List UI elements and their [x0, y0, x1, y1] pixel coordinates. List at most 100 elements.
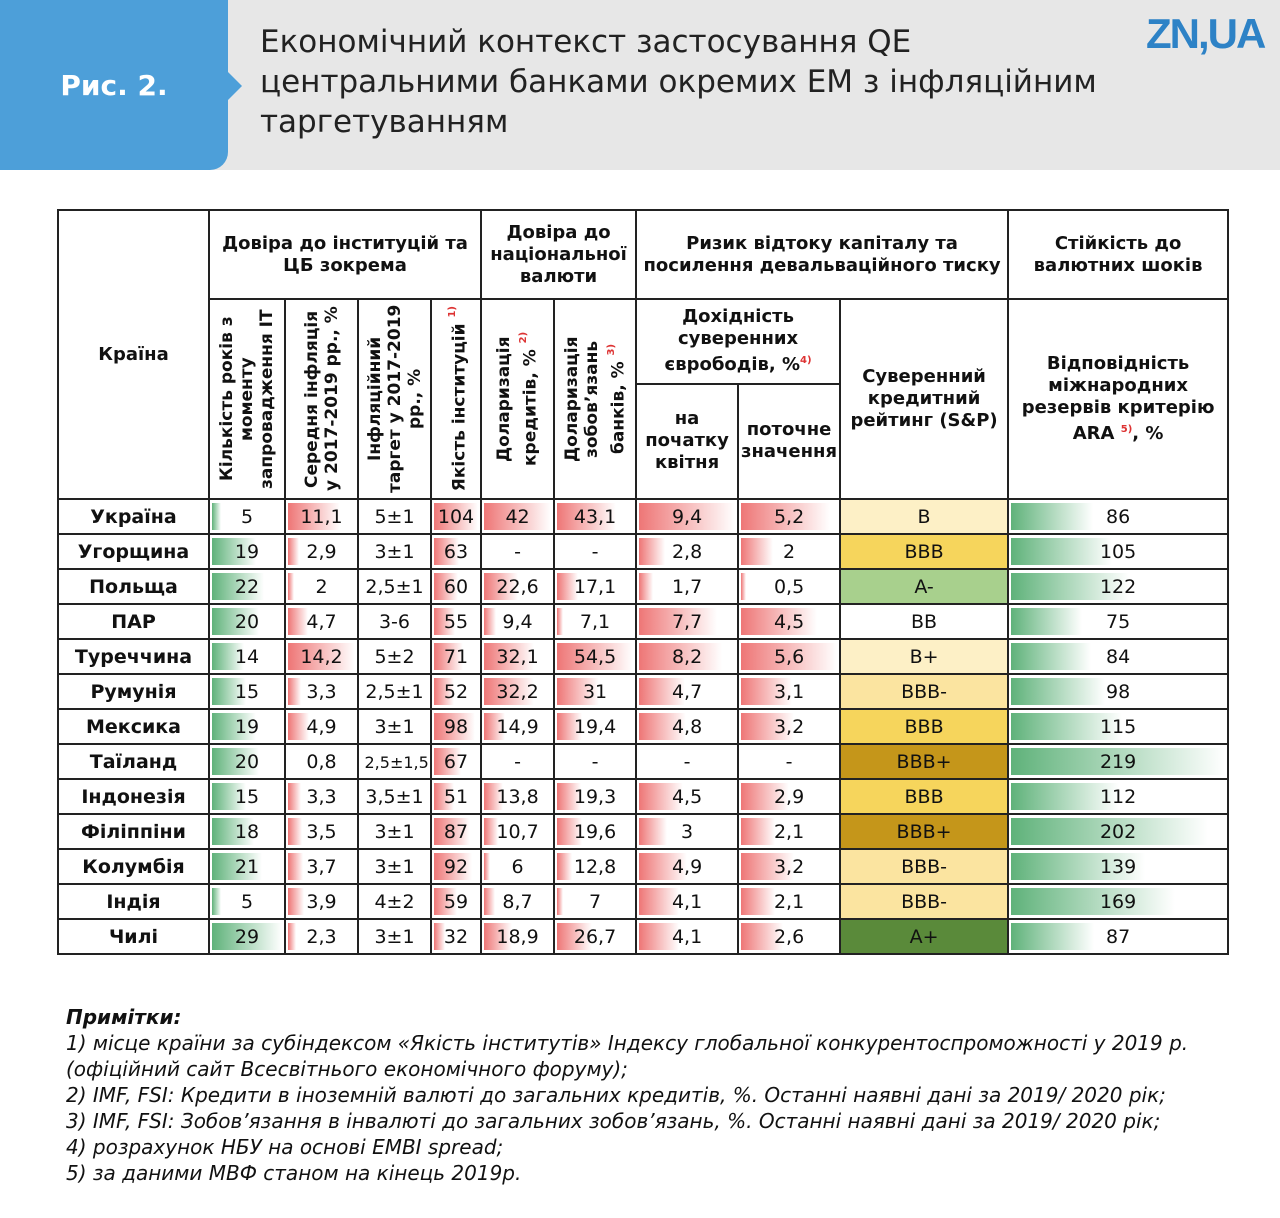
cell: 29	[208, 918, 286, 955]
data-bar	[639, 573, 654, 600]
data-row: Колумбія 21 3,7 3±1 92 6 12,8 4,9 3,2 BBB- 139	[57, 848, 1230, 885]
vertical-label: Кількість років з моменту запровадження …	[217, 304, 277, 494]
data-bar	[639, 888, 679, 915]
data-bar	[212, 678, 247, 705]
data-bar	[288, 923, 296, 950]
cell: 20	[208, 603, 286, 640]
data-bar	[288, 678, 301, 705]
cell: -	[480, 743, 556, 780]
cell-value: A-	[914, 575, 934, 598]
cell: 31	[553, 673, 638, 710]
subgroup-label: Дохідність суверенних єврободів, %	[664, 306, 801, 376]
cell-value: 22	[234, 575, 260, 598]
cell-value: 19	[234, 715, 260, 738]
data-bar	[212, 713, 257, 740]
cell: 3,5±1	[357, 778, 432, 815]
cell: 63	[429, 533, 483, 570]
cell-value: 98	[1105, 680, 1131, 703]
data-bar	[557, 818, 582, 845]
cell-value: 19,6	[573, 820, 617, 843]
cell-value: 2,5±1	[365, 680, 424, 703]
cell: 4,7	[635, 673, 740, 710]
cell-value: 5,6	[773, 645, 805, 668]
data-bar	[288, 503, 340, 530]
data-bar	[741, 888, 775, 915]
cell-value: 5±2	[374, 645, 415, 668]
badge-arrow	[226, 70, 242, 102]
cell-value: 14,2	[300, 645, 343, 668]
data-bar	[557, 608, 564, 635]
cell-value: 59	[443, 890, 469, 913]
column-header: на початку квітня	[635, 382, 740, 501]
cell: 139	[1007, 848, 1230, 885]
column-header: Якість інституцій 1)	[429, 298, 483, 500]
cell: 11,1	[284, 498, 359, 535]
cell-value: 5	[240, 505, 254, 528]
cell-value: 4,5	[773, 610, 805, 633]
cell: 5	[208, 883, 286, 920]
cell-value: 87	[1105, 925, 1131, 948]
cell-value: BBB	[904, 715, 944, 738]
cell-value: 32	[443, 925, 469, 948]
data-bar	[741, 643, 838, 670]
note-line: 1) місце країни за субіндексом «Якість і…	[66, 1031, 1189, 1055]
cell: 3±1	[357, 918, 432, 955]
cell-value: 4,9	[306, 715, 337, 738]
cell: 19	[208, 708, 286, 745]
cell-value: 3±1	[374, 540, 415, 563]
cell: 71	[429, 638, 483, 675]
footnote-ref: 1)	[446, 306, 458, 318]
cell: 3,7	[284, 848, 359, 885]
cell: 42	[480, 498, 556, 535]
vertical-label: Інфляційний таргет у 2017-2019 рр., %	[365, 304, 425, 494]
cell-value: 92	[443, 855, 469, 878]
column-header: Доларизація зобов’язань банків, % 3)	[553, 298, 638, 500]
cell-value: 18	[234, 820, 260, 843]
cell: B	[839, 498, 1010, 535]
cell-value: 21	[234, 855, 260, 878]
cell: 8,7	[480, 883, 556, 920]
column-header: Середня інфляція у 2017-2019 рр., %	[284, 298, 359, 500]
cell-value: 2,5±1,5	[364, 752, 429, 772]
data-bar	[741, 678, 793, 705]
data-bar	[434, 888, 458, 915]
data-bar	[484, 818, 499, 845]
column-label: Інфляційний таргет у 2017-2019 рр., %	[364, 304, 425, 494]
data-bar	[212, 643, 244, 670]
cell: B+	[839, 638, 1010, 675]
cell: 2,5±1	[357, 568, 432, 605]
cell: 43,1	[553, 498, 638, 535]
cell-value: 4,8	[671, 715, 703, 738]
cell: BB	[839, 603, 1010, 640]
cell: 20	[208, 743, 286, 780]
data-bar	[557, 678, 599, 705]
data-bar	[434, 538, 460, 565]
cell-value: 15	[234, 680, 260, 703]
cell-value: BBB-	[901, 680, 948, 703]
logo[interactable]: ZN,UA	[1146, 10, 1266, 57]
data-bar	[212, 783, 247, 810]
cell-value: BBB	[904, 540, 944, 563]
data-bar	[557, 783, 582, 810]
cell: 19	[208, 533, 286, 570]
cell-value: 63	[443, 540, 469, 563]
data-bar	[288, 608, 308, 635]
cell-value: -	[591, 540, 599, 563]
data-bar	[639, 713, 687, 740]
cell: 3,9	[284, 883, 359, 920]
data-bar	[288, 853, 303, 880]
cell-value: BBB	[904, 785, 944, 808]
data-bar	[212, 888, 221, 915]
cell-value: 3,5	[306, 820, 337, 843]
data-row: Індонезія 15 3,3 3,5±1 51 13,8 19,3 4,5 2,9 BBB 11…	[57, 778, 1230, 815]
cell: -	[480, 533, 556, 570]
cell: 26,7	[553, 918, 638, 955]
country: Туреччина	[57, 638, 210, 675]
cell: 7,7	[635, 603, 740, 640]
data-bar	[288, 538, 299, 565]
cell: 19,3	[553, 778, 638, 815]
data-bar	[639, 853, 688, 880]
cell: A-	[839, 568, 1010, 605]
cell-value: 2,3	[306, 925, 337, 948]
vertical-label: Середня інфляція у 2017-2019 рр., %	[302, 304, 342, 494]
